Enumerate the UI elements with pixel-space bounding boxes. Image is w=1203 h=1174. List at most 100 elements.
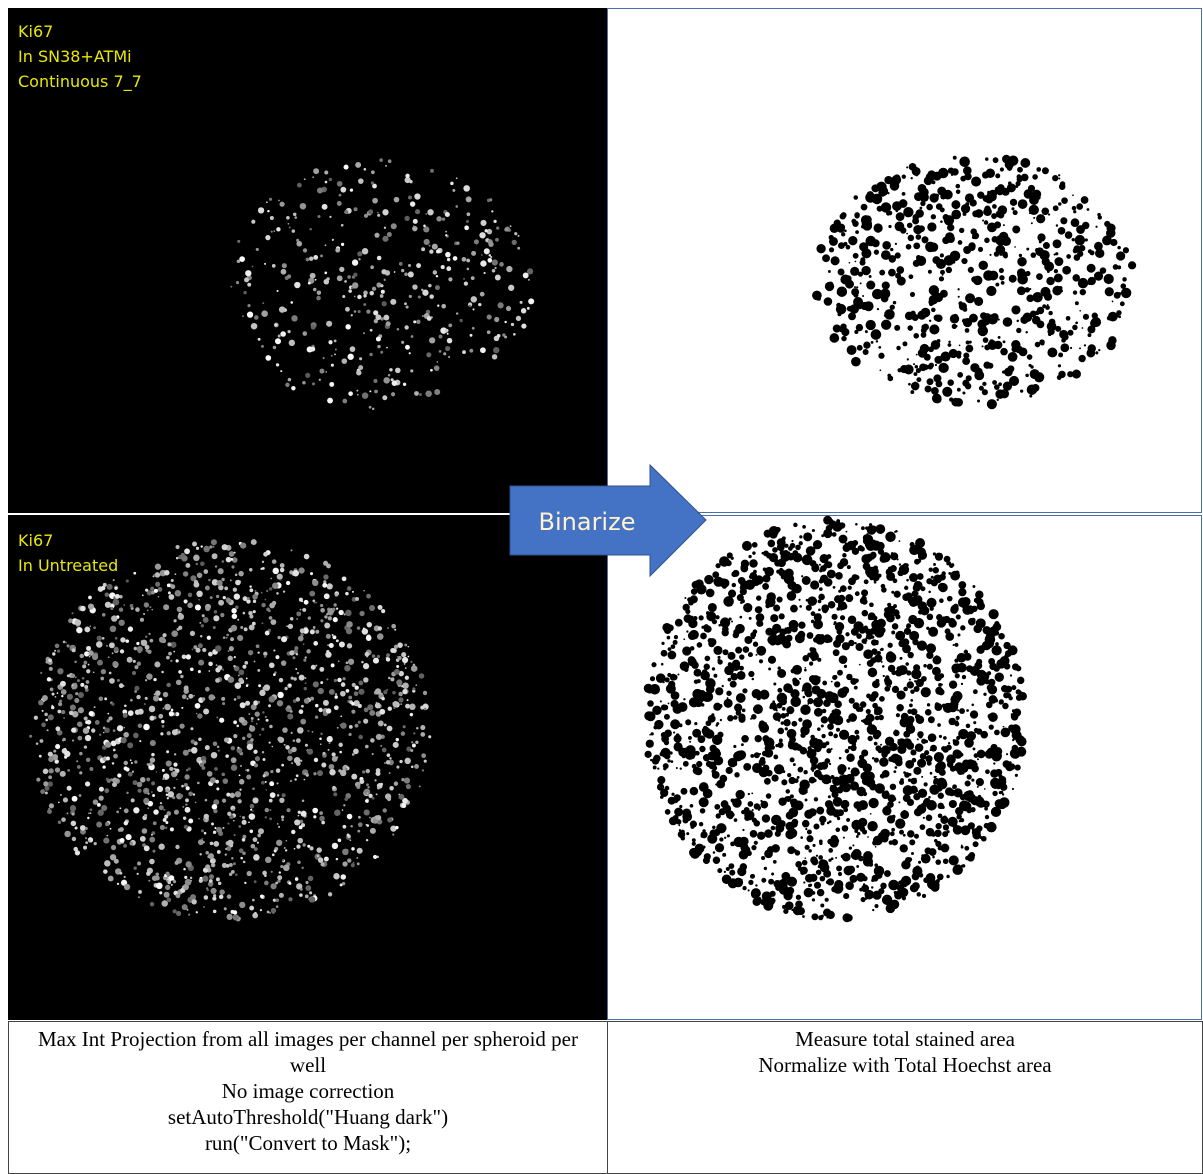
spot: [384, 279, 386, 281]
spot: [296, 697, 300, 701]
spot: [752, 551, 755, 554]
spot: [169, 594, 175, 600]
spot: [913, 242, 920, 249]
spot: [300, 888, 303, 891]
spot: [778, 797, 786, 805]
spot: [238, 571, 243, 576]
spot: [429, 337, 435, 343]
spot: [712, 571, 719, 578]
spot: [706, 589, 715, 598]
spot: [966, 808, 971, 813]
spot: [955, 807, 963, 815]
spot: [160, 825, 165, 830]
spot: [295, 877, 299, 881]
spot: [487, 199, 490, 202]
spot: [1048, 333, 1051, 336]
spot: [48, 781, 53, 786]
spot: [125, 639, 129, 643]
spot: [1095, 351, 1098, 354]
spot: [198, 839, 204, 845]
spot: [902, 341, 907, 346]
spot: [916, 377, 921, 382]
spot: [934, 293, 943, 302]
spot: [1070, 347, 1072, 349]
spot: [356, 370, 361, 375]
spot: [882, 770, 890, 778]
spot: [926, 815, 933, 822]
spot: [825, 611, 827, 613]
spot: [276, 840, 282, 846]
spot: [1090, 349, 1092, 351]
spot: [881, 587, 887, 593]
spot: [99, 734, 101, 736]
spot: [657, 776, 665, 784]
spot: [895, 631, 905, 641]
spot: [344, 280, 347, 283]
spot: [192, 649, 194, 651]
spot: [389, 757, 391, 759]
spot: [151, 781, 155, 785]
spot: [983, 337, 989, 343]
spot: [169, 711, 174, 716]
spot: [469, 349, 473, 353]
spot: [445, 231, 447, 233]
spot: [811, 858, 818, 865]
spot: [145, 645, 150, 650]
spot: [191, 747, 198, 754]
spot: [237, 260, 240, 263]
spot: [325, 244, 327, 246]
spot: [203, 906, 205, 908]
spot: [166, 683, 170, 687]
spot: [1079, 310, 1081, 312]
spot: [210, 888, 216, 894]
spot: [265, 355, 271, 361]
spot: [703, 857, 710, 864]
spot: [771, 844, 780, 853]
spot: [181, 707, 183, 709]
spot: [756, 595, 761, 600]
spot: [239, 848, 244, 853]
spot: [1017, 677, 1024, 684]
spot: [85, 841, 88, 844]
spot: [346, 628, 352, 634]
spot: [1110, 239, 1117, 246]
spot: [894, 730, 896, 732]
spot: [940, 253, 944, 257]
spot: [342, 399, 347, 404]
spot: [807, 830, 812, 835]
spot: [815, 634, 820, 639]
spot: [921, 308, 931, 318]
spot: [145, 636, 147, 638]
spot: [717, 656, 720, 659]
spot: [224, 737, 229, 742]
spot: [504, 228, 508, 232]
spot: [995, 672, 1004, 681]
spot: [791, 721, 797, 727]
spot: [304, 600, 309, 605]
spot: [1073, 290, 1077, 294]
spot: [788, 546, 793, 551]
spot: [281, 269, 287, 275]
spot: [992, 204, 997, 209]
spot: [328, 749, 330, 751]
spot: [282, 793, 286, 797]
spot: [1116, 251, 1125, 260]
spot: [716, 780, 725, 789]
table-cell: Measure total stained area Normalize wit…: [607, 1021, 1203, 1174]
spot: [1058, 227, 1066, 235]
spot: [342, 677, 345, 680]
spot: [754, 752, 760, 758]
spot: [987, 399, 997, 409]
spot: [247, 311, 253, 317]
spot: [319, 369, 324, 374]
spot: [124, 704, 127, 707]
spot: [111, 845, 116, 850]
spot: [717, 868, 722, 873]
spot: [327, 736, 333, 742]
spot: [680, 767, 682, 769]
spot: [710, 839, 712, 841]
spot: [854, 730, 859, 735]
arrow-label: Binarize: [539, 508, 636, 536]
spot: [340, 187, 346, 193]
spot: [82, 664, 86, 668]
